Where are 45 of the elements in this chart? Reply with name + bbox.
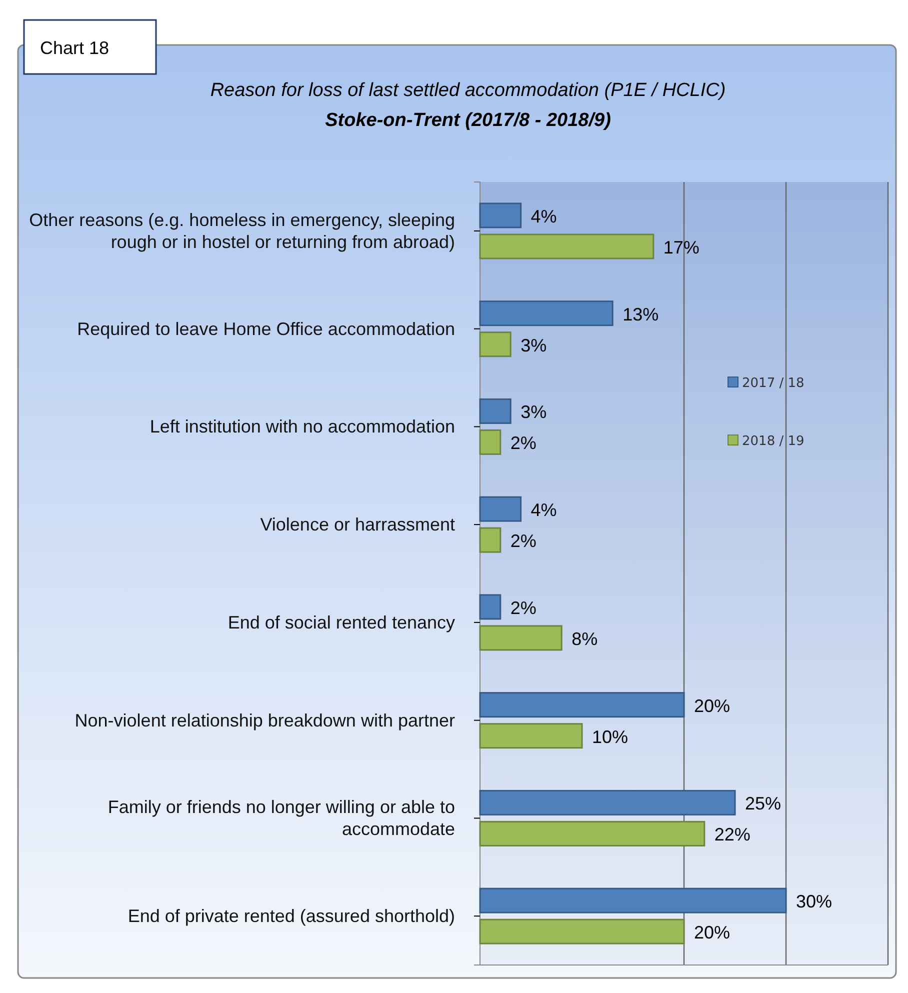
bar bbox=[479, 300, 614, 326]
bar bbox=[479, 332, 512, 358]
y-tick-label: Non-violent relationship breakdown with partner bbox=[74, 710, 455, 730]
y-tick-label: Other reasons (e.g. homeless in emergency, sleeping rough or in hostel or returning from abroad) bbox=[29, 210, 455, 252]
data-label: 20% bbox=[694, 922, 730, 943]
data-label: 25% bbox=[745, 794, 782, 814]
y-tick-label: End of private rented (assured shorthold) bbox=[128, 906, 455, 926]
y-tick-label: Violence or harrassment bbox=[260, 514, 455, 535]
y-tick-label: Left institution with no accommodation bbox=[150, 416, 455, 437]
y-tick-label: Family or friends no longer willing or able to accommodate bbox=[108, 797, 455, 840]
bar bbox=[479, 888, 787, 914]
chart-subtitle: Stoke-on-Trent (2017/8 - 2018/9) bbox=[325, 110, 611, 131]
bar bbox=[479, 398, 512, 424]
y-tick-label: Required to leave Home Office accommodation bbox=[77, 318, 455, 339]
data-label: 2% bbox=[510, 531, 536, 552]
chart-title: Reason for loss of last settled accommodation (P1E / HCLIC) bbox=[210, 80, 726, 101]
legend-label: 2018 / 19 bbox=[742, 434, 804, 449]
data-label: 13% bbox=[622, 304, 659, 324]
data-label: 2% bbox=[510, 433, 536, 454]
y-tick-label: End of social rented tenancy bbox=[228, 612, 455, 632]
data-label: 20% bbox=[694, 696, 730, 716]
data-label: 22% bbox=[714, 824, 750, 845]
data-label: 30% bbox=[796, 892, 832, 912]
bar bbox=[479, 234, 654, 260]
data-label: 8% bbox=[572, 628, 598, 649]
data-label: 10% bbox=[592, 726, 628, 747]
data-label: 17% bbox=[663, 237, 700, 258]
bar bbox=[479, 692, 685, 718]
bar bbox=[479, 918, 685, 944]
legend-label: 2017 / 18 bbox=[742, 376, 804, 391]
bar bbox=[479, 594, 502, 620]
bar bbox=[479, 790, 736, 816]
caption: Chart 18 bbox=[40, 38, 110, 58]
bar bbox=[479, 820, 706, 846]
data-label: 4% bbox=[530, 206, 557, 226]
data-label: 4% bbox=[530, 500, 557, 520]
bar bbox=[479, 527, 502, 553]
bar bbox=[479, 429, 502, 455]
data-label: 3% bbox=[520, 335, 547, 356]
data-label: 3% bbox=[520, 402, 547, 422]
bar bbox=[479, 723, 583, 749]
data-label: 2% bbox=[510, 598, 536, 618]
bar bbox=[479, 496, 522, 522]
bar bbox=[479, 625, 562, 651]
bar bbox=[479, 202, 522, 228]
